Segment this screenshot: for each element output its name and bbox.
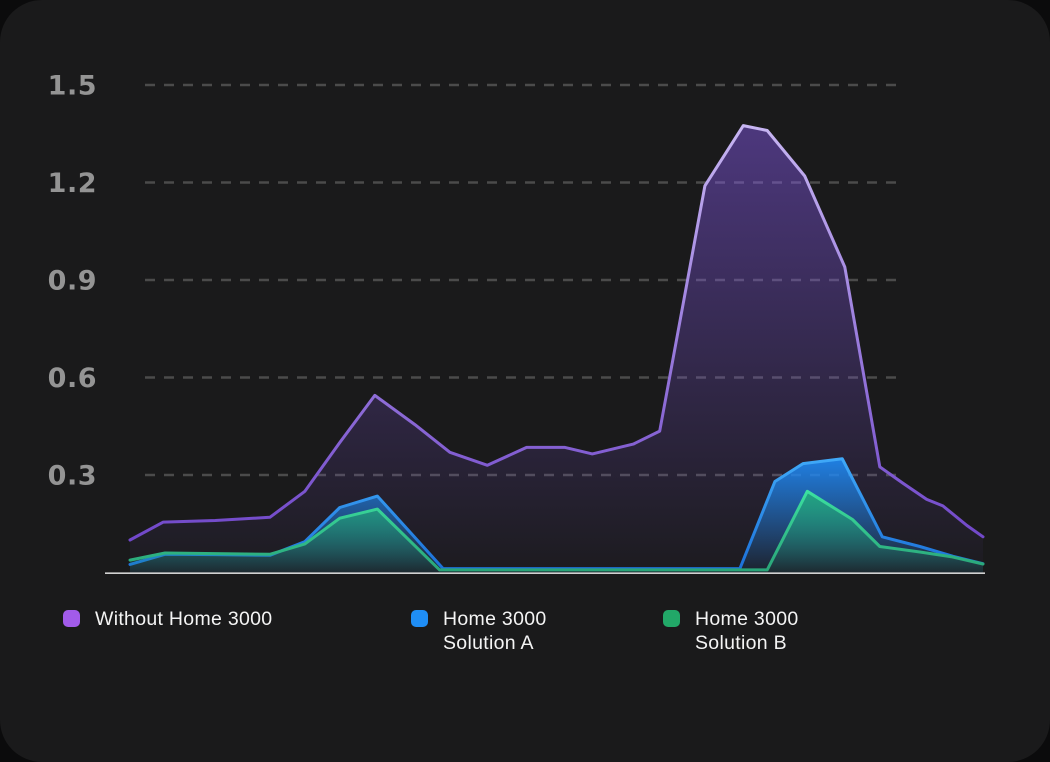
chart-legend: Without Home 3000 Home 3000 Solution A H… bbox=[0, 607, 1050, 677]
legend-label-line2: Solution A bbox=[443, 632, 534, 654]
y-tick-label-1.2: 1.2 bbox=[48, 168, 97, 199]
legend-label-line2: Solution B bbox=[695, 632, 787, 654]
area-without-home-3000 bbox=[130, 125, 983, 573]
legend-label-line1: Home 3000 bbox=[443, 608, 547, 630]
area-home-3000-solution-b bbox=[130, 491, 983, 573]
y-tick-label-1.5: 1.5 bbox=[48, 71, 97, 102]
legend-swatch-blue-icon bbox=[411, 610, 428, 627]
legend-item-home-3000-solution-a[interactable]: Home 3000 Solution A bbox=[411, 607, 547, 655]
legend-swatch-green-icon bbox=[663, 610, 680, 627]
legend-item-home-3000-solution-b[interactable]: Home 3000 Solution B bbox=[663, 607, 799, 655]
line-without-home-3000 bbox=[128, 124, 985, 542]
legend-label-line1: Without Home 3000 bbox=[95, 608, 273, 630]
line-home-3000-solution-b bbox=[128, 489, 985, 572]
legend-item-without-home-3000[interactable]: Without Home 3000 bbox=[63, 607, 272, 631]
y-tick-label-0.6: 0.6 bbox=[48, 363, 97, 394]
y-tick-label-0.9: 0.9 bbox=[48, 266, 97, 297]
legend-swatch-purple-icon bbox=[63, 610, 80, 627]
legend-label-line1: Home 3000 bbox=[695, 608, 799, 630]
y-tick-label-0.3: 0.3 bbox=[48, 461, 97, 492]
